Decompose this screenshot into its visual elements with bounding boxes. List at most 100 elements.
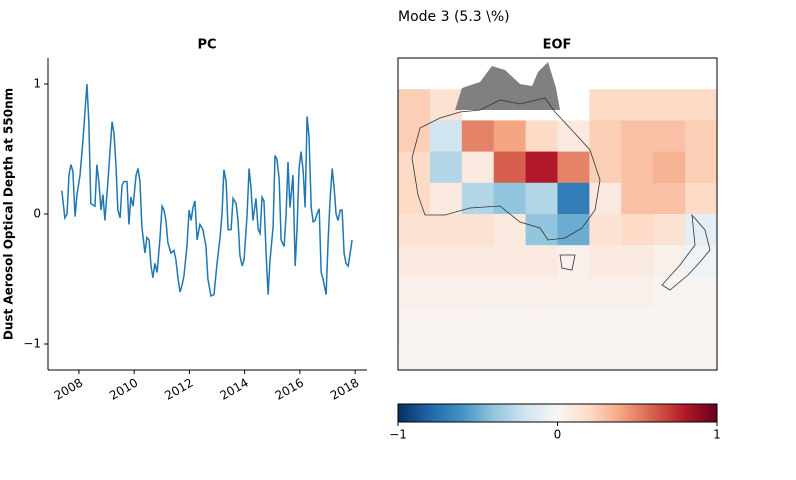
colorbar-swatch — [515, 404, 519, 422]
colorbar-swatch — [629, 404, 632, 422]
colorbar-swatch — [709, 404, 712, 422]
colorbar-swatch — [687, 404, 690, 422]
colorbar-swatch — [707, 404, 710, 422]
cell — [429, 214, 463, 246]
colorbar-swatch — [703, 404, 706, 422]
colorbar-swatch — [465, 404, 469, 422]
colorbar-swatch — [447, 404, 451, 422]
x-tick-label: 2008 — [52, 376, 85, 403]
colorbar-swatch — [501, 404, 505, 422]
cell — [429, 307, 463, 340]
map-frame — [397, 57, 718, 371]
colorbar-swatch — [443, 404, 447, 422]
colorbar-swatch — [413, 404, 417, 422]
colorbar-swatch — [685, 404, 688, 422]
colorbar-swatch — [607, 404, 610, 422]
y-axis-label: Dust Aerosol Optical Depth at 550nm — [2, 88, 16, 340]
colorbar-swatch — [499, 404, 503, 422]
colorbar-swatch — [593, 404, 596, 422]
cell — [589, 182, 622, 215]
cell — [557, 182, 590, 215]
colorbar-swatch — [599, 404, 602, 422]
colorbar-tick-label: 0 — [554, 428, 562, 442]
colorbar-swatch — [569, 404, 572, 422]
cell — [398, 245, 431, 277]
land — [411, 62, 711, 291]
colorbar-swatch — [669, 404, 672, 422]
colorbar-swatch — [485, 404, 489, 422]
colorbar-swatch — [695, 404, 698, 422]
colorbar-swatch — [411, 404, 415, 422]
cell — [589, 307, 622, 340]
colorbar-swatch — [399, 404, 403, 422]
cell — [461, 182, 495, 215]
cell — [398, 214, 431, 246]
colorbar-swatch — [477, 404, 481, 422]
colorbar-swatch — [631, 404, 634, 422]
colorbar-swatch — [701, 404, 704, 422]
cell — [653, 307, 686, 340]
colorbar-swatch — [613, 404, 616, 422]
colorbar-swatch — [617, 404, 620, 422]
cell — [589, 89, 622, 121]
cell — [493, 182, 527, 215]
colorbar-swatch — [439, 404, 443, 422]
colorbar-swatch — [693, 404, 696, 422]
colorbar-swatch — [539, 404, 543, 422]
cell — [461, 245, 495, 277]
colorbar-swatch — [461, 404, 465, 422]
colorbar-swatch — [451, 404, 455, 422]
colorbar-swatch — [573, 404, 576, 422]
cell — [589, 151, 622, 184]
colorbar-swatch — [551, 404, 555, 422]
cell — [653, 182, 686, 215]
colorbar-swatch — [659, 404, 662, 422]
colorbar-tick-label: 1 — [713, 428, 721, 442]
colorbar-swatch — [675, 404, 678, 422]
colorbar-swatch — [711, 404, 714, 422]
colorbar-swatch — [493, 404, 497, 422]
colorbar-swatch — [583, 404, 586, 422]
colorbar-swatch — [557, 404, 560, 422]
cell — [653, 245, 686, 277]
colorbar-swatch — [705, 404, 708, 422]
chart-title: PC — [197, 38, 216, 53]
cell — [493, 245, 527, 277]
colorbar-swatch — [463, 404, 467, 422]
colorbar-swatch — [681, 404, 684, 422]
colorbar-swatch — [697, 404, 700, 422]
colorbar-swatch — [555, 404, 558, 422]
colorbar-swatch — [665, 404, 668, 422]
cell — [461, 151, 495, 184]
colorbar-swatch — [543, 404, 547, 422]
colorbar-swatch — [487, 404, 491, 422]
cell — [557, 338, 590, 371]
colorbar-swatch — [585, 404, 588, 422]
colorbar-swatch — [398, 404, 401, 422]
cell — [621, 338, 654, 371]
cell — [557, 151, 590, 184]
cell — [589, 276, 622, 309]
colorbar-swatch — [605, 404, 608, 422]
colorbar-swatch — [471, 404, 475, 422]
cell — [557, 214, 590, 246]
colorbar-swatch — [419, 404, 423, 422]
cell — [653, 214, 686, 246]
cell — [398, 276, 431, 309]
colorbar-swatch — [473, 404, 477, 422]
cell — [589, 214, 622, 246]
colorbar-swatch — [523, 404, 527, 422]
colorbar-swatch — [619, 404, 622, 422]
colorbar-swatch — [457, 404, 461, 422]
cell — [685, 276, 718, 309]
colorbar-swatch — [591, 404, 594, 422]
cell — [461, 120, 495, 153]
colorbar-swatch — [437, 404, 441, 422]
colorbar-swatch — [559, 404, 562, 422]
cell — [429, 245, 463, 277]
colorbar-swatch — [657, 404, 660, 422]
cell — [461, 307, 495, 340]
colorbar-swatch — [537, 404, 541, 422]
colorbar-swatch — [459, 404, 463, 422]
cell — [493, 276, 527, 309]
